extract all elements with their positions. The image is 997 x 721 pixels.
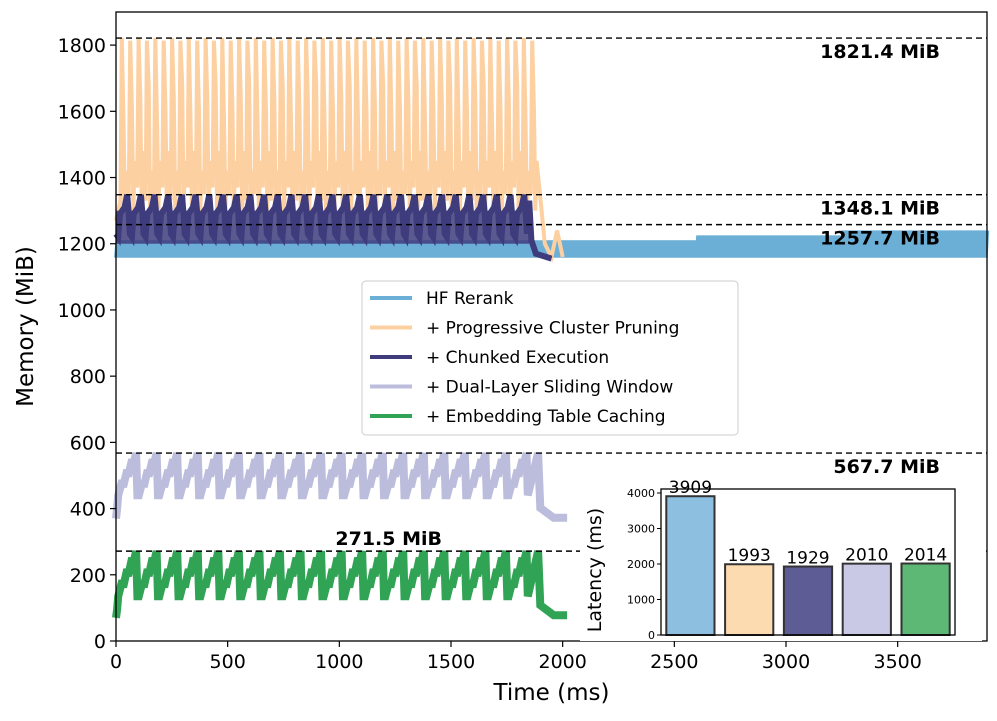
plot-frame <box>115 11 988 642</box>
inset-bar-2 <box>782 565 834 637</box>
y-tick-label-0: 0 <box>94 631 106 653</box>
inset-frame <box>660 488 956 636</box>
inset-y-tick-label-1: 1000 <box>627 594 655 607</box>
latency-inset: 3909 1993 1929 2010 2014 0 1000 2000 3000 4000 Lat… <box>580 478 982 642</box>
inset-bar-label-0: 3909 <box>669 478 712 498</box>
series-line-dual-layer-sliding-window <box>112 452 568 522</box>
inset-y-tick-label-3: 3000 <box>627 523 655 536</box>
series-line-progressive-cluster-pruning <box>114 37 565 263</box>
inset-y-tick-label-2: 2000 <box>627 558 655 571</box>
legend-label-3: + Dual-Layer Sliding Window <box>426 378 673 398</box>
legend-label-0: HF Rerank <box>426 289 514 309</box>
legend-label-1: + Progressive Cluster Pruning <box>426 319 679 339</box>
inset-y-axis-title: Latency (ms) <box>584 508 606 632</box>
series-layer <box>112 37 990 620</box>
inset-y-tick-label-0: 0 <box>648 629 655 642</box>
x-tick-label-1: 500 <box>210 651 246 673</box>
inset-bar-0 <box>665 495 716 636</box>
inset-bar-label-3: 2010 <box>845 546 888 566</box>
x-tick-label-6: 3000 <box>762 651 810 673</box>
inset-bar-3 <box>841 562 892 637</box>
y-axis-title: Memory (MiB) <box>13 246 39 407</box>
series-band-chunked-execution <box>116 210 530 244</box>
y-tick-label-1: 200 <box>70 565 106 587</box>
reference-label-0: 1821.4 MiB <box>820 41 940 63</box>
y-tick-label-5: 1000 <box>58 300 106 322</box>
legend-box <box>361 280 739 436</box>
series-line-embedding-table-caching <box>112 550 568 620</box>
inset-bar-1 <box>724 563 775 636</box>
x-tick-label-7: 3500 <box>873 651 921 673</box>
x-tick-label-3: 1500 <box>427 651 475 673</box>
x-axis-title: Time (ms) <box>493 680 610 706</box>
x-tick-label-2: 1000 <box>315 651 363 673</box>
axes: 0 200 400 600 800 1000 1200 1400 1600 1800 0 500 100… <box>13 11 988 706</box>
reference-label-4: 271.5 MiB <box>335 528 442 550</box>
inset-bar-4 <box>900 562 951 636</box>
y-tick-label-3: 600 <box>70 432 106 454</box>
series-band-hf-rerank-1 <box>540 240 697 255</box>
reference-label-3: 567.7 MiB <box>833 456 940 478</box>
legend: HF Rerank + Progressive Cluster Pruning + … <box>361 280 739 436</box>
inset-bar-label-4: 2014 <box>904 546 947 566</box>
inset-bar-label-1: 1993 <box>728 546 771 566</box>
y-tick-label-7: 1400 <box>58 168 106 190</box>
x-tick-label-4: 2000 <box>538 651 586 673</box>
y-tick-label-2: 400 <box>70 499 106 521</box>
x-tick-label-0: 0 <box>110 651 122 673</box>
x-tick-label-5: 2500 <box>650 651 698 673</box>
series-band-hf-rerank-2 <box>696 235 842 255</box>
y-tick-label-6: 1200 <box>58 234 106 256</box>
legend-label-2: + Chunked Execution <box>426 348 609 368</box>
y-tick-label-8: 1600 <box>58 101 106 123</box>
y-tick-label-4: 800 <box>70 366 106 388</box>
series-band-hf-rerank-3 <box>841 230 987 255</box>
legend-label-4: + Embedding Table Caching <box>426 407 666 427</box>
inset-bar-label-2: 1929 <box>786 549 829 569</box>
inset-y-tick-label-4: 4000 <box>627 487 655 500</box>
reference-label-1: 1348.1 MiB <box>820 198 940 220</box>
reference-label-2: 1257.7 MiB <box>820 228 940 250</box>
y-tick-label-9: 1800 <box>58 35 106 57</box>
